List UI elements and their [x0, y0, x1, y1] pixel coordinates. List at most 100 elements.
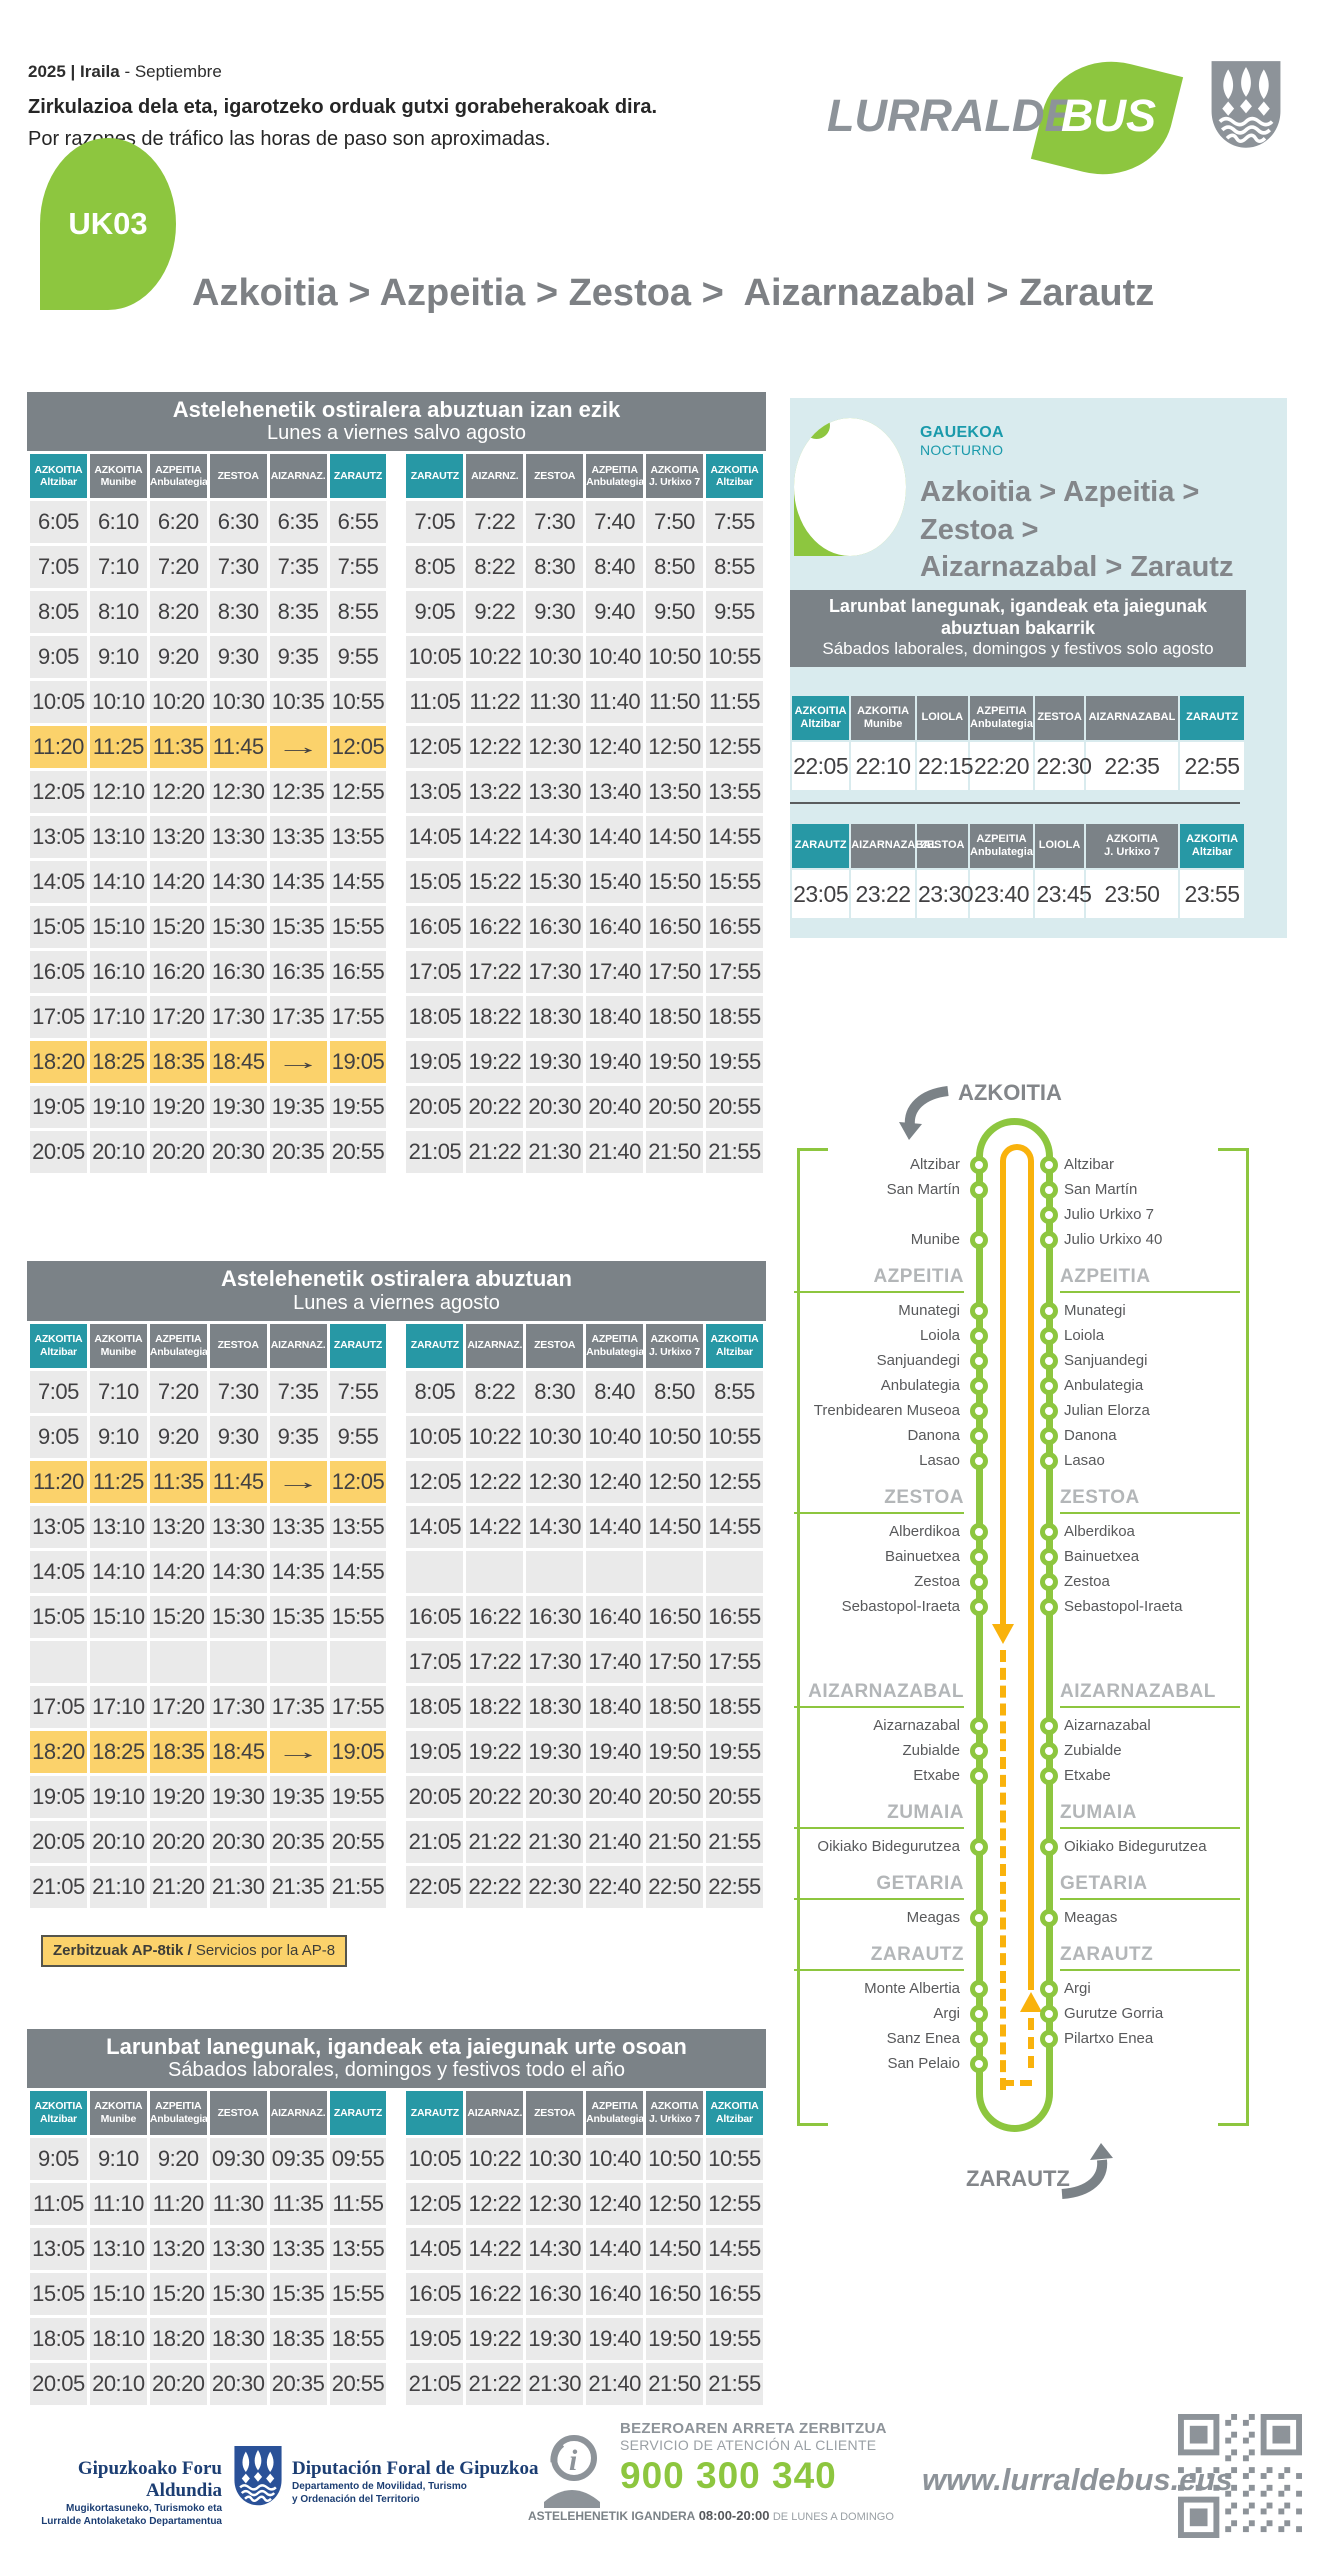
- time-cell: 17:05: [30, 996, 87, 1039]
- time-cell: 14:50: [646, 816, 703, 859]
- time-cell: 17:05: [30, 1685, 87, 1728]
- time-cell: 20:30: [526, 1775, 584, 1818]
- time-cell: 7:22: [466, 501, 524, 544]
- time-cell: 19:05: [406, 2317, 464, 2360]
- map-section-label: AZPEITIA: [1060, 1266, 1240, 1293]
- time-cell: 16:40: [586, 1595, 644, 1638]
- stop-header: ZARAUTZ: [329, 454, 387, 499]
- time-cell: 14:55: [329, 1550, 387, 1593]
- time-cell: 12:05: [30, 771, 87, 814]
- curved-arrow-down-icon: [899, 1086, 949, 1140]
- time-cell: 16:55: [705, 906, 763, 949]
- ap8-legend: Zerbitzuak AP-8tik / Servicios por la AP…: [41, 1934, 348, 1967]
- time-cell: 14:40: [586, 2227, 644, 2270]
- night-subtitle: Larunbat lanegunak, igandeak eta jaiegun…: [790, 590, 1246, 667]
- time-cell: 21:30: [526, 2362, 584, 2405]
- time-cell: 17:22: [466, 1640, 524, 1683]
- route-title: Azkoitia > Azpeitia > Zestoa > Aizarnaza…: [192, 272, 1155, 314]
- time-cell: [705, 1550, 763, 1593]
- time-cell: 15:05: [30, 2272, 87, 2315]
- stop-header: AZKOITIA J. Urkixo 7: [646, 454, 703, 499]
- map-stop-label: Zubialde: [1064, 1742, 1122, 1759]
- time-cell: 10:22: [466, 1415, 524, 1458]
- time-cell: 22:10: [851, 742, 915, 790]
- time-cell: 10:35: [269, 681, 327, 724]
- time-cell: 20:55: [329, 2362, 387, 2405]
- time-cell: 9:05: [30, 2137, 87, 2180]
- time-cell: 16:22: [466, 2272, 524, 2315]
- time-cell: 13:30: [209, 2227, 267, 2270]
- time-cell: 19:05: [329, 1041, 387, 1084]
- time-cell: 13:05: [406, 771, 464, 814]
- gipuzkoa-shield-footer-icon: [234, 2445, 282, 2506]
- time-cell: 13:05: [30, 2227, 87, 2270]
- time-cell: 11:35: [269, 2182, 327, 2225]
- time-cell: 15:30: [209, 906, 267, 949]
- time-cell: 11:25: [89, 726, 147, 769]
- time-cell: 20:05: [406, 1775, 464, 1818]
- ap8-line-left-dashed: [1000, 1650, 1006, 2090]
- time-cell: →: [269, 1730, 327, 1773]
- time-cell: 23:05: [792, 870, 850, 918]
- time-cell: 15:10: [89, 906, 147, 949]
- time-cell: 17:30: [526, 951, 584, 994]
- time-cell: 17:50: [646, 951, 703, 994]
- time-cell: 8:30: [526, 546, 584, 589]
- map-stop-label: Julio Urkixo 7: [1064, 1206, 1155, 1223]
- time-cell: 20:30: [526, 1086, 584, 1129]
- time-cell: 9:10: [89, 1415, 147, 1458]
- time-cell: 17:20: [149, 1685, 207, 1728]
- timetable-title: Astelehenetik ostiralera abuztuan Lunes a…: [27, 1261, 766, 1321]
- time-cell: 12:40: [586, 726, 644, 769]
- time-cell: 17:22: [466, 951, 524, 994]
- time-cell: 18:45: [209, 1730, 267, 1773]
- time-cell: 9:20: [149, 1415, 207, 1458]
- time-cell: 19:22: [466, 2317, 524, 2360]
- time-cell: 12:55: [705, 1460, 763, 1503]
- time-cell: 12:05: [329, 726, 387, 769]
- qr-code: [1178, 2414, 1302, 2538]
- stop-header: ZESTOA: [526, 454, 584, 499]
- phone-number: 900 300 340: [620, 2455, 837, 2496]
- time-cell: 6:20: [149, 501, 207, 544]
- stop-header: AIZARNAZABAL: [1085, 696, 1179, 740]
- stop-header: AIZARNAZABAL: [851, 824, 938, 868]
- stop-header: AZKOITIA Altzibar: [30, 1323, 87, 1368]
- time-cell: 6:10: [89, 501, 147, 544]
- time-cell: 19:30: [526, 2317, 584, 2360]
- map-stop-label: Aizarnazabal: [1064, 1717, 1151, 1734]
- time-cell: 11:45: [209, 1460, 267, 1503]
- stop-dot-icon: [1040, 1741, 1058, 1760]
- time-cell: 17:35: [269, 996, 327, 1039]
- time-cell: 18:05: [406, 1685, 464, 1728]
- stop-header: AIZARNAZ.: [269, 1323, 327, 1368]
- stop-dot-icon: [1040, 1451, 1058, 1470]
- timetable-title: Larunbat lanegunak, igandeak eta jaiegun…: [27, 2028, 766, 2088]
- stop-header: LOIOLA: [1035, 824, 1084, 868]
- time-cell: 15:05: [30, 906, 87, 949]
- time-cell: 10:30: [209, 681, 267, 724]
- time-cell: 10:55: [705, 2137, 763, 2180]
- time-cell: 8:55: [705, 1370, 763, 1413]
- time-cell: 23:50: [1085, 870, 1179, 918]
- stop-header: ZESTOA: [526, 1323, 584, 1368]
- stop-header: AZKOITIA Munibe: [89, 2090, 147, 2135]
- time-cell: 13:55: [329, 2227, 387, 2270]
- night-service-panel: UK43G GAUEKOA NOCTURNO Azkoitia > Azpeit…: [790, 398, 1287, 938]
- time-cell: 11:20: [30, 726, 87, 769]
- map-stop-row: Altzibar Altzibar: [790, 1152, 1333, 1177]
- time-cell: 14:22: [466, 1505, 524, 1548]
- map-stop-label: Etxabe: [1064, 1767, 1111, 1784]
- lurraldebus-logo: LURRALDE BUS: [827, 46, 1187, 190]
- time-cell: 18:20: [30, 1041, 87, 1084]
- time-cell: 14:05: [30, 861, 87, 904]
- map-stop-row: Zubialde Zubialde: [790, 1738, 1333, 1763]
- time-cell: 19:35: [269, 1086, 327, 1129]
- time-cell: 9:50: [646, 591, 703, 634]
- map-stop-label: Meagas: [1064, 1909, 1118, 1926]
- map-section: AZPEITIA AZPEITIA: [790, 1266, 1333, 1293]
- time-cell: 19:55: [705, 2317, 763, 2360]
- time-cell: 12:55: [329, 771, 387, 814]
- time-cell: 18:22: [466, 996, 524, 1039]
- map-stop-label: Zubialde: [902, 1742, 960, 1759]
